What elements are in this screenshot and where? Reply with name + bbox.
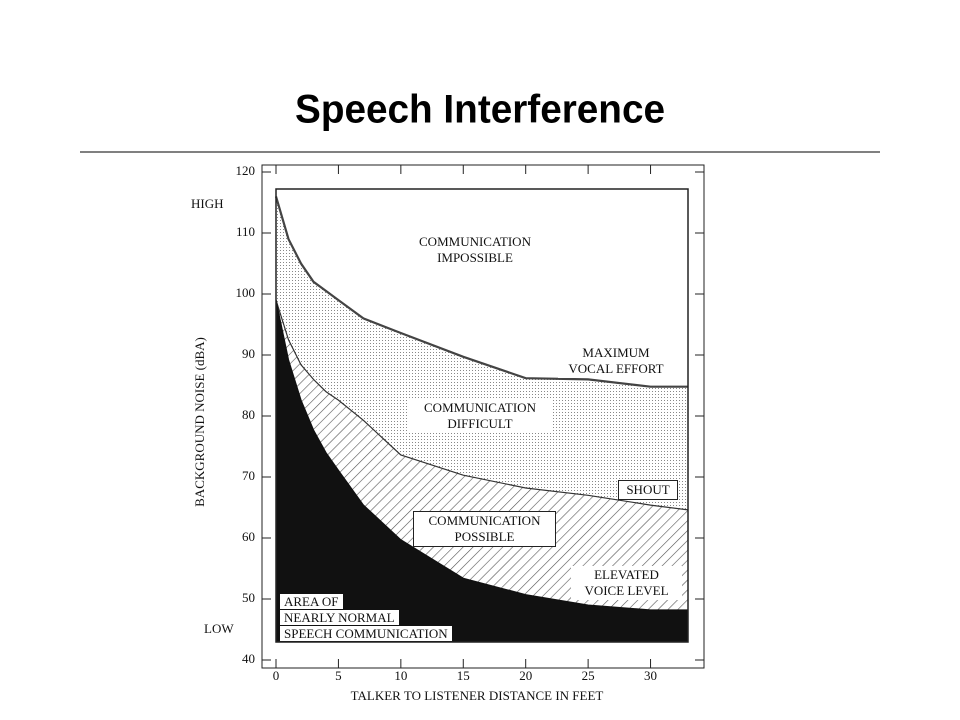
x-tick-label: 10	[394, 668, 407, 683]
region-fill	[276, 196, 688, 510]
y-tick-label: 90	[242, 346, 255, 361]
y-tick-label: 60	[242, 529, 255, 544]
y-tick-label: 100	[236, 285, 256, 300]
region-label: COMMUNICATION POSSIBLE	[413, 511, 556, 547]
x-tick-label: 0	[273, 668, 280, 683]
y-axis-label: BACKGROUND NOISE (dBA)	[192, 337, 207, 507]
region-fill	[276, 300, 688, 642]
series-line	[275, 299, 689, 511]
legend-label: SHOUT	[618, 480, 678, 500]
region-label: COMMUNICATION IMPOSSIBLE	[419, 234, 531, 265]
x-tick-label: 20	[519, 668, 532, 683]
x-tick-label: 15	[457, 668, 470, 683]
legend-label: ELEVATED VOICE LEVEL	[571, 566, 682, 600]
y-tick-label: 50	[242, 590, 255, 605]
plot-frame	[275, 188, 689, 643]
y-note: HIGH	[191, 196, 224, 211]
region-label: COMMUNICATION DIFFICULT	[409, 399, 551, 433]
region-label-box: AREA OF NEARLY NORMAL SPEECH COMMUNICATI…	[280, 594, 500, 642]
y-tick-label: 40	[242, 651, 255, 666]
y-tick-label: 110	[236, 224, 255, 239]
y-tick-label: 80	[242, 407, 255, 422]
x-tick-label: 25	[582, 668, 595, 683]
x-tick-label: 5	[335, 668, 342, 683]
y-tick-label: 120	[236, 163, 256, 178]
x-axis-label: TALKER TO LISTENER DISTANCE IN FEET	[351, 688, 604, 703]
chart-title: Speech Interference	[295, 88, 665, 132]
series-line	[275, 299, 688, 611]
legend-label: MAXIMUM VOCAL EFFORT	[558, 344, 674, 378]
y-tick-label: 70	[242, 468, 255, 483]
region-label: AREA OF NEARLY NORMAL SPEECH COMMUNICATI…	[280, 594, 452, 641]
x-tick-label: 30	[644, 668, 657, 683]
plot	[274, 196, 689, 642]
region-fill	[276, 300, 688, 610]
series-line	[274, 196, 688, 388]
y-note: LOW	[204, 621, 234, 636]
